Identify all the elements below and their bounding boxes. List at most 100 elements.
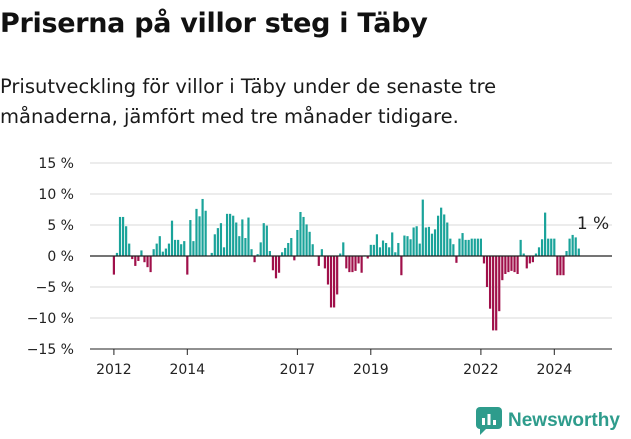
bar — [449, 238, 452, 256]
bar — [149, 256, 152, 273]
bar — [400, 256, 403, 276]
x-tick-label: 2012 — [96, 362, 132, 378]
bar — [290, 238, 293, 256]
bar — [210, 252, 213, 256]
bar — [167, 243, 171, 256]
bar — [137, 256, 140, 261]
x-tick-label: 2019 — [353, 362, 389, 378]
bar — [170, 220, 174, 256]
bar — [415, 226, 418, 256]
bar — [262, 223, 265, 256]
bar — [458, 238, 461, 256]
bar — [299, 211, 302, 256]
bar — [498, 256, 501, 312]
bar — [381, 240, 385, 256]
bar — [250, 249, 253, 256]
bar — [229, 213, 232, 256]
bar — [479, 238, 482, 256]
bar — [311, 244, 314, 256]
bar — [574, 237, 577, 256]
bar — [562, 256, 565, 276]
annotation-label: 1 % — [577, 214, 609, 234]
bar — [244, 238, 247, 256]
bar — [455, 256, 458, 263]
bar — [397, 242, 400, 256]
bar — [547, 238, 550, 256]
bar — [293, 256, 296, 261]
bar — [140, 250, 143, 256]
bar — [446, 222, 449, 256]
bar — [186, 256, 189, 275]
bar — [189, 220, 192, 256]
bar — [544, 212, 547, 256]
bar — [302, 216, 305, 256]
bar — [433, 229, 437, 256]
bar — [384, 242, 388, 256]
bar — [164, 248, 167, 256]
bar — [131, 256, 134, 260]
bar — [158, 236, 161, 256]
bar — [568, 238, 571, 256]
bar — [177, 239, 180, 256]
bar — [418, 243, 421, 256]
bar — [464, 239, 467, 256]
bar — [271, 256, 275, 271]
bar — [284, 247, 287, 256]
bar — [287, 242, 290, 256]
bar — [134, 256, 137, 266]
bar — [317, 256, 320, 266]
newsworthy-logo-icon — [476, 407, 502, 435]
bar — [333, 256, 336, 308]
bar — [427, 226, 431, 256]
bar — [470, 238, 473, 256]
bar — [121, 216, 125, 256]
x-tick-label: 2014 — [169, 362, 205, 378]
bar — [369, 244, 372, 256]
bar — [268, 251, 271, 256]
bar — [232, 215, 235, 256]
bar — [559, 256, 562, 276]
bar — [198, 216, 201, 256]
bar — [125, 226, 128, 256]
bar — [357, 256, 360, 264]
bar — [155, 243, 158, 256]
bar — [513, 256, 516, 273]
bar — [436, 215, 440, 256]
bar — [274, 256, 278, 279]
bar — [440, 207, 443, 256]
bar — [522, 253, 525, 256]
bar — [281, 252, 284, 256]
y-tick-label: 0 % — [47, 249, 74, 265]
bar — [320, 249, 323, 256]
bar — [577, 248, 580, 256]
bar — [323, 256, 327, 269]
y-axis-tick-labels: 15 % 10 % 5 % 0 % −5 % −10 % −15 % — [27, 156, 74, 358]
bar-chart: 15 %10 %5 %0 %−5 %−10 %−15 % 2012 2014 201… — [27, 156, 612, 378]
y-tick-label: −15 % — [27, 342, 74, 358]
y-tick-label: 10 % — [38, 187, 74, 203]
chart-subtitle: Prisutveckling för villor i Täby under d… — [0, 75, 497, 128]
bar — [247, 217, 250, 256]
bar — [253, 256, 256, 263]
bar — [488, 256, 492, 309]
bar — [259, 242, 262, 256]
bar — [452, 244, 455, 256]
bar — [406, 236, 409, 256]
bar — [482, 256, 486, 264]
bar — [540, 239, 544, 256]
bar — [360, 256, 363, 273]
bar — [378, 247, 382, 256]
bar — [430, 233, 434, 256]
chart-title: Priserna på villor steg i Täby — [0, 8, 428, 39]
bar — [115, 252, 119, 256]
bar — [241, 219, 244, 256]
bar — [348, 256, 351, 273]
bar — [394, 252, 397, 256]
bar — [571, 234, 574, 256]
bar — [146, 256, 149, 268]
bar — [424, 227, 427, 256]
bar — [501, 256, 504, 281]
bar — [161, 251, 164, 256]
bar — [225, 213, 229, 256]
bar — [192, 241, 195, 256]
